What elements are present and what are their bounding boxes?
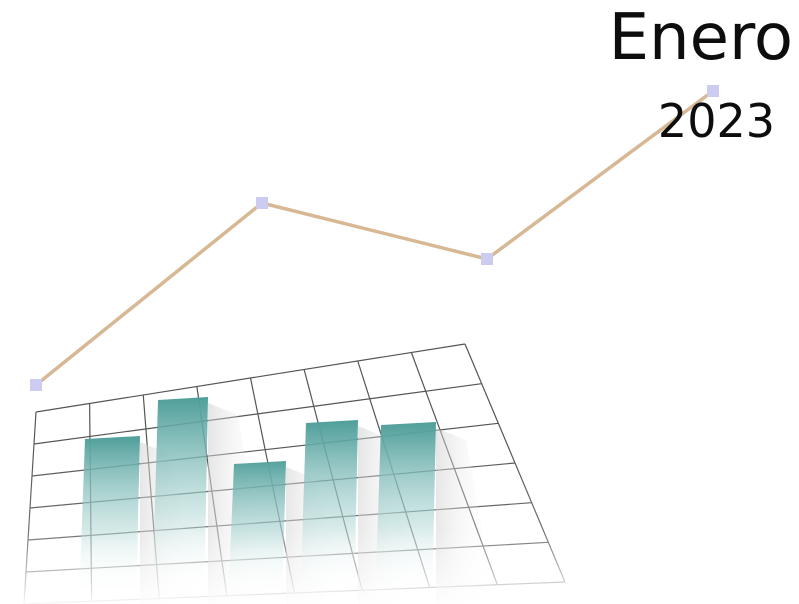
grid-fade-overlay (0, 440, 620, 604)
year-title: 2023 (657, 94, 775, 148)
trend-line (34, 89, 715, 387)
grid-line-horizontal (33, 383, 482, 445)
trend-point (256, 197, 268, 209)
grid-line-horizontal (35, 343, 466, 413)
month-title: Enero (608, 1, 793, 75)
trend-point (707, 85, 719, 97)
trend-point (481, 253, 493, 265)
trend-point (30, 379, 42, 391)
